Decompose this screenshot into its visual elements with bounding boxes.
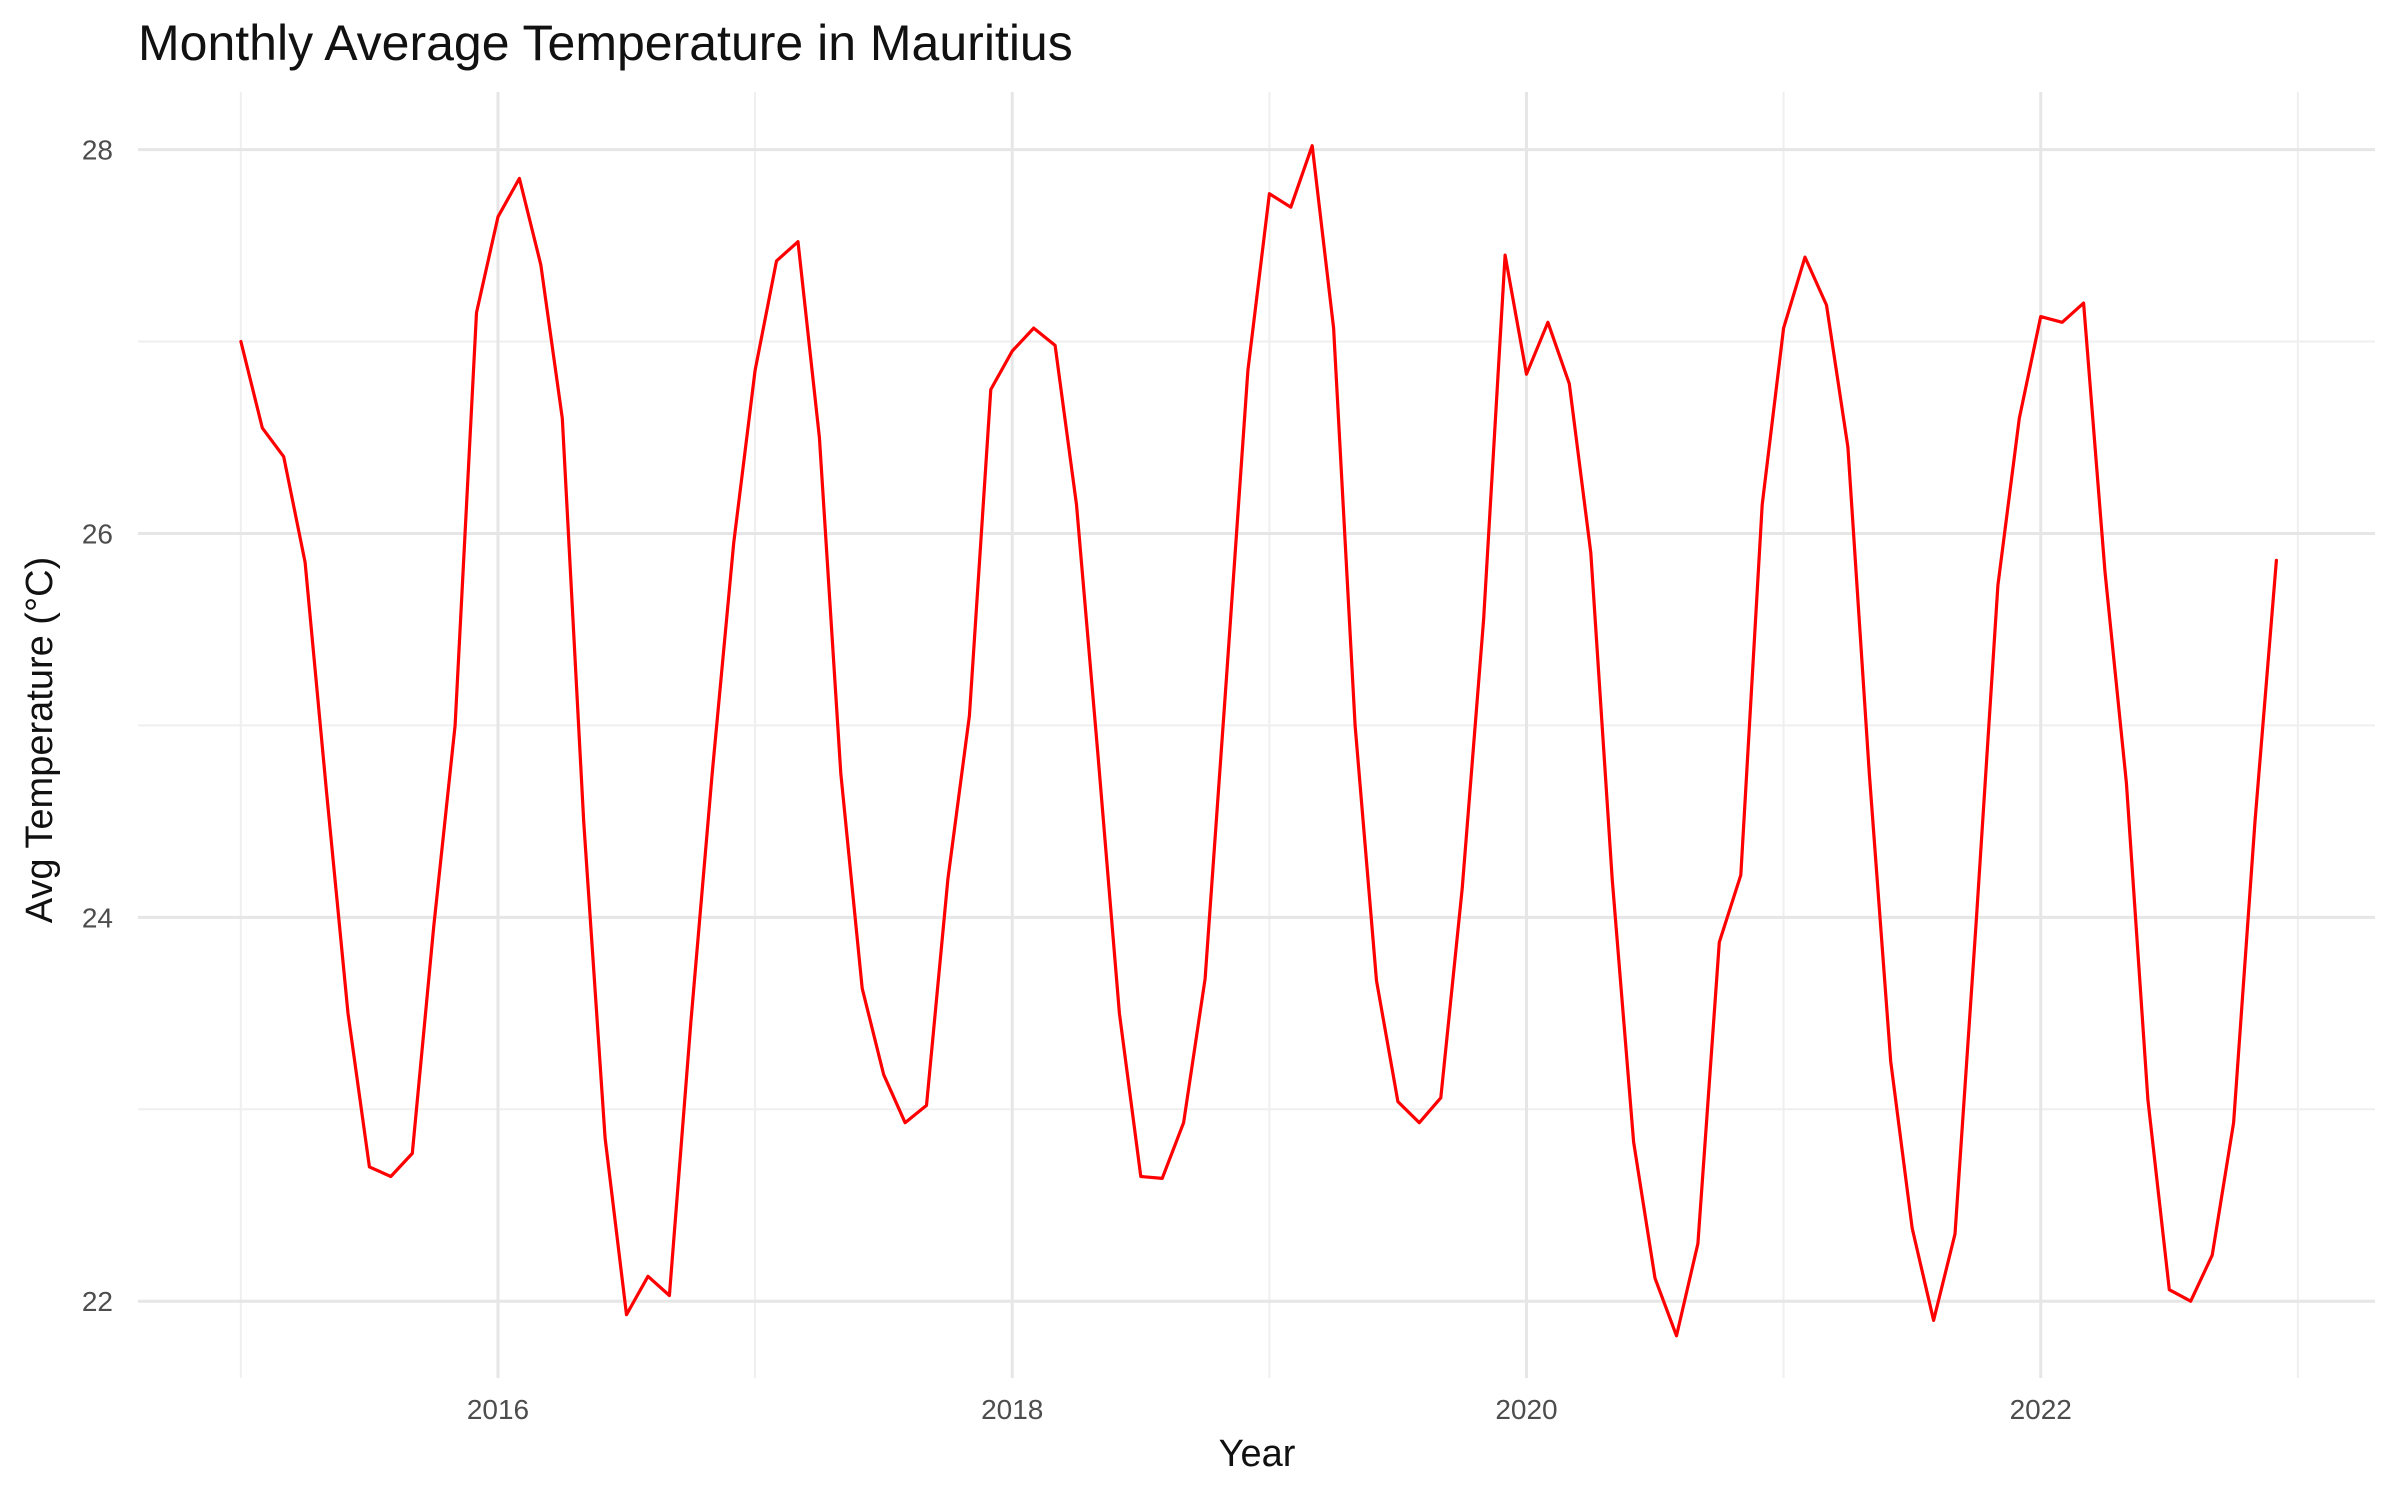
x-tick-label: 2016: [467, 1394, 529, 1425]
y-axis-title: Avg Temperature (°C): [19, 557, 61, 924]
x-tick-label: 2018: [981, 1394, 1043, 1425]
x-axis-title: Year: [1219, 1433, 1296, 1475]
x-tick-labels: 2016 2018 2020 2022: [467, 1394, 2072, 1425]
major-gridlines: [138, 92, 2375, 1378]
y-tick-label: 22: [82, 1286, 113, 1317]
x-tick-label: 2022: [2010, 1394, 2072, 1425]
chart-title: Monthly Average Temperature in Mauritius: [138, 15, 1073, 71]
y-tick-label: 24: [82, 902, 113, 933]
minor-gridlines: [138, 92, 2375, 1378]
y-tick-label: 26: [82, 518, 113, 549]
temperature-series-line: [239, 144, 2278, 1338]
y-tick-label: 28: [82, 135, 113, 166]
y-tick-labels: 22 24 26 28: [82, 135, 113, 1318]
series-layer: [239, 144, 2278, 1338]
x-tick-label: 2020: [1495, 1394, 1557, 1425]
